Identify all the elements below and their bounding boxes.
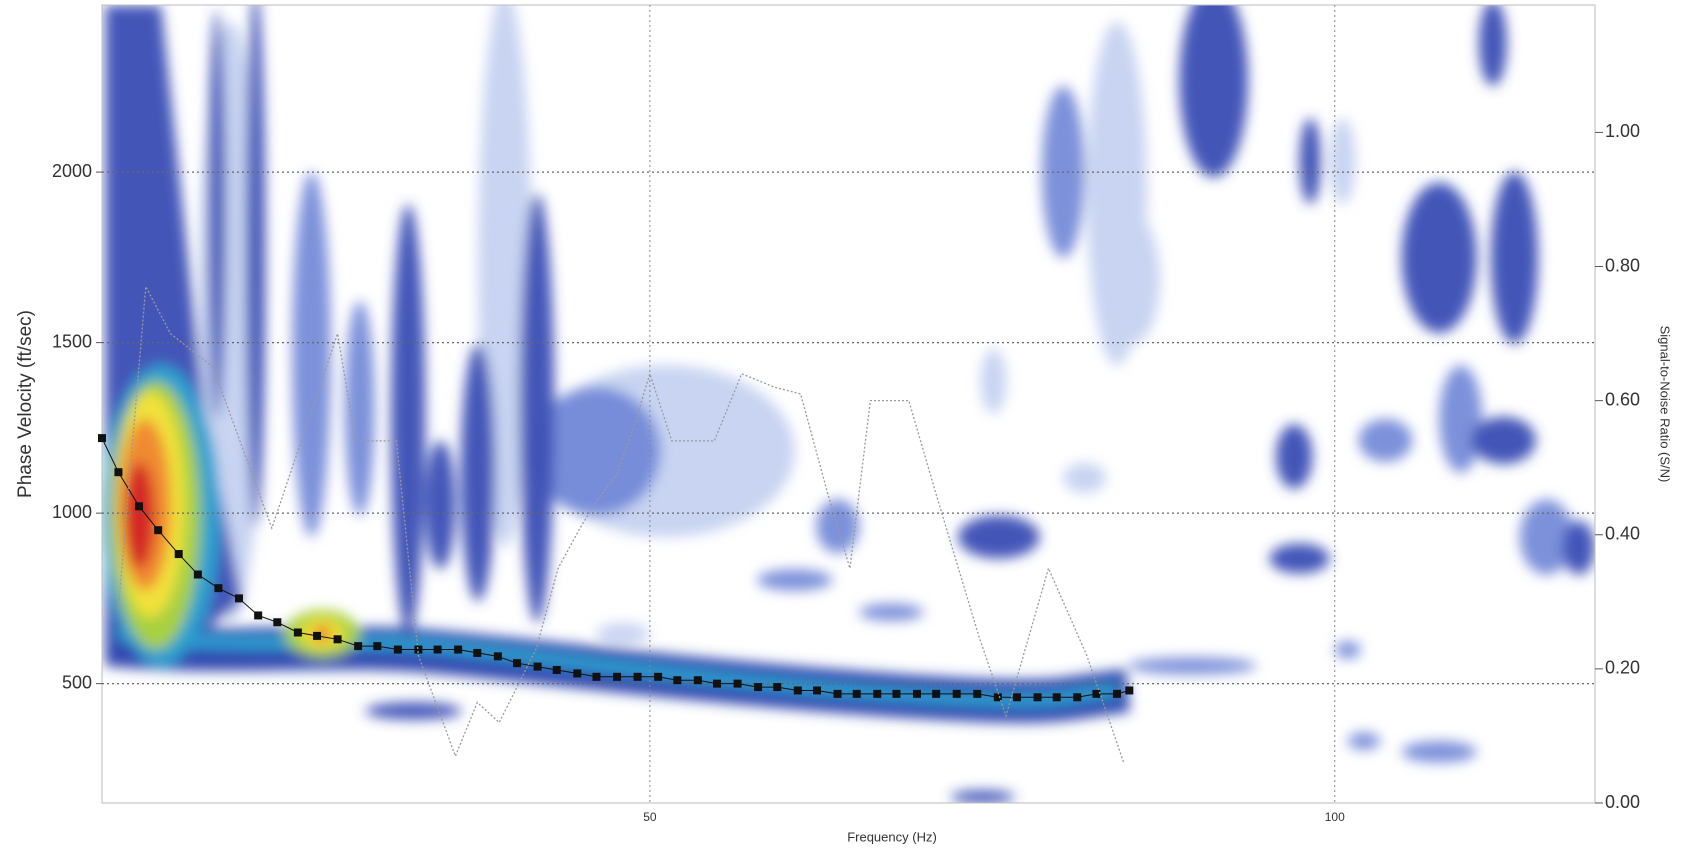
dispersion-point	[1112, 689, 1121, 698]
dispersion-point	[993, 693, 1002, 702]
dispersion-point	[754, 683, 763, 692]
dispersion-point	[234, 594, 243, 603]
dispersion-point	[393, 645, 402, 654]
dispersion-point	[214, 584, 223, 593]
dispersion-point	[373, 642, 382, 651]
dispersion-point	[733, 679, 742, 688]
dispersion-point	[493, 652, 502, 661]
dispersion-point	[773, 683, 782, 692]
dispersion-point	[1125, 686, 1134, 695]
y2-tick-label: 0.00	[1605, 792, 1640, 812]
dispersion-point	[414, 645, 423, 654]
dispersion-point	[912, 689, 921, 698]
dispersion-point	[174, 550, 183, 559]
dispersion-point	[254, 611, 263, 620]
dispersion-point	[613, 672, 622, 681]
dispersion-point	[573, 669, 582, 678]
dispersion-point	[1092, 689, 1101, 698]
dispersion-point	[693, 676, 702, 685]
y-tick-label: 2000	[52, 161, 92, 181]
dispersion-point	[713, 679, 722, 688]
dispersion-point	[1073, 693, 1082, 702]
dispersion-point	[454, 645, 463, 654]
dispersion-point	[673, 676, 682, 685]
dispersion-point	[892, 689, 901, 698]
dispersion-point	[98, 434, 106, 443]
dispersion-point	[154, 526, 163, 535]
dispersion-point	[533, 662, 542, 671]
dispersion-point	[313, 631, 322, 640]
dispersion-point	[793, 686, 802, 695]
dispersion-point	[932, 689, 941, 698]
y-tick-label: 1500	[52, 331, 92, 351]
dispersion-point	[654, 672, 663, 681]
dispersion-point	[433, 645, 442, 654]
y2-tick-label: 0.60	[1605, 389, 1640, 409]
y-tick-label: 1000	[52, 502, 92, 522]
dispersion-point	[833, 689, 842, 698]
heatmap	[102, 5, 1595, 803]
dispersion-point	[193, 570, 202, 579]
dispersion-point	[134, 502, 143, 511]
x-tick-label: 50	[643, 810, 657, 824]
dispersion-point	[973, 689, 982, 698]
y2-tick-label: 1.00	[1605, 121, 1640, 141]
dispersion-point	[1052, 693, 1061, 702]
dispersion-point	[592, 672, 601, 681]
dispersion-point	[513, 659, 522, 668]
dispersion-point	[552, 666, 561, 674]
dispersion-point	[473, 648, 482, 657]
dispersion-point	[852, 689, 861, 698]
y2-tick-label: 0.20	[1605, 658, 1640, 678]
dispersion-point	[873, 689, 882, 698]
dispersion-point	[633, 672, 642, 681]
dispersion-point	[293, 628, 302, 637]
dispersion-point	[354, 642, 363, 651]
dispersion-point	[1012, 693, 1021, 702]
y2-axis-title: Signal-to-Noise Ratio (S/N)	[1658, 326, 1673, 483]
y2-tick-label: 0.80	[1605, 255, 1640, 275]
plot-frame	[101, 4, 1596, 804]
y-tick-label: 500	[62, 672, 92, 692]
x-axis-title: Frequency (Hz)	[847, 829, 937, 844]
dispersion-point	[1033, 693, 1042, 702]
dispersion-point	[114, 468, 123, 477]
y2-tick-label: 0.40	[1605, 524, 1640, 544]
x-tick-label: 100	[1325, 810, 1345, 824]
y-axis-title: Phase Velocity (ft/sec)	[15, 310, 36, 498]
dispersion-point	[333, 635, 342, 644]
dispersion-point	[952, 689, 961, 698]
dispersion-point	[273, 618, 282, 627]
snr-line	[117, 284, 1125, 764]
dispersion-point	[812, 686, 821, 695]
